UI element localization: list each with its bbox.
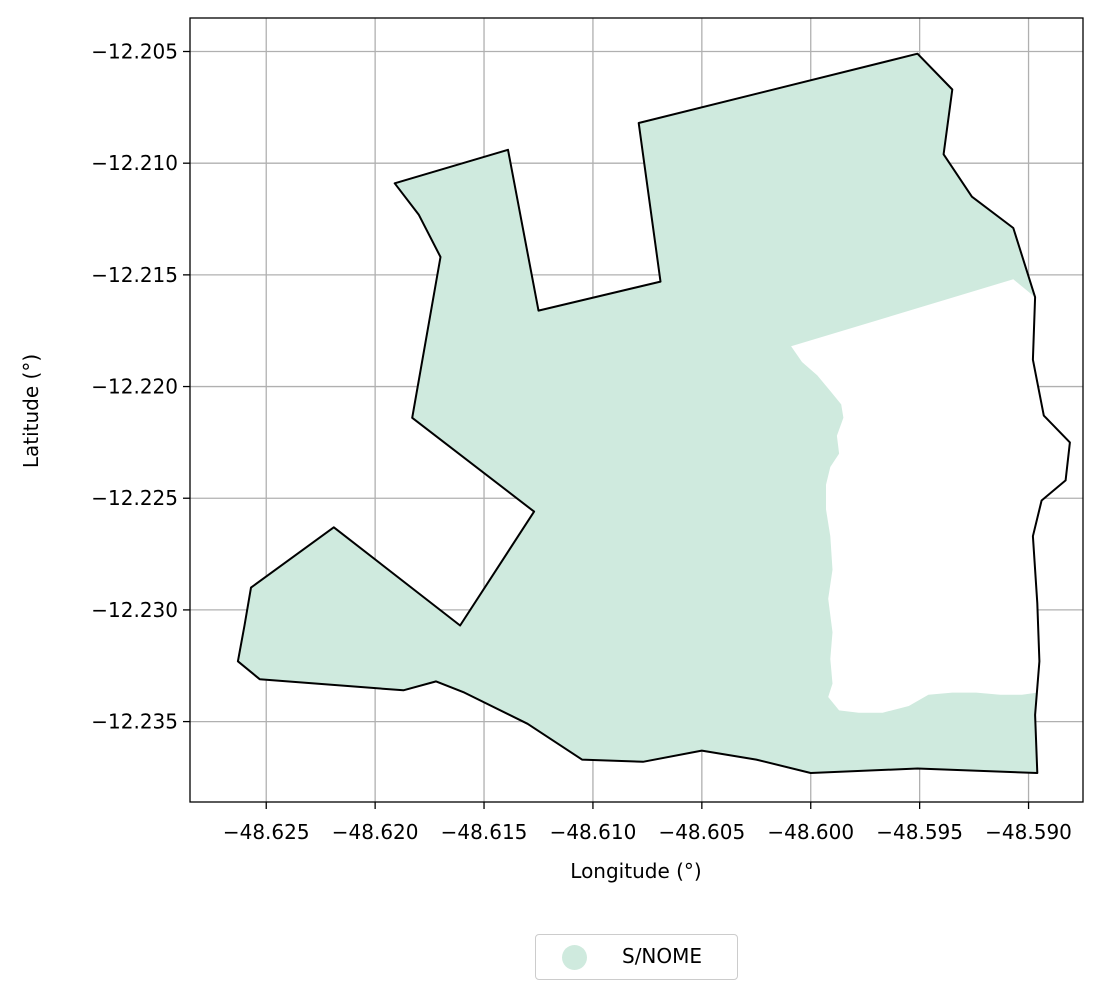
x-tick-label: −48.625 [223, 820, 310, 844]
plot-frame [189, 17, 1084, 803]
y-axis-label: Latitude (°) [19, 354, 43, 468]
legend: S/NOME [535, 934, 738, 980]
y-tick-label: −12.205 [91, 40, 178, 64]
region-layer [236, 52, 1071, 774]
region-boundary [236, 52, 1071, 774]
x-axis-ticks: −48.625 −48.620 −48.615 −48.610 −48.605 −48.6… [223, 802, 1072, 844]
x-tick-label: −48.605 [658, 820, 745, 844]
x-axis-label: Longitude (°) [570, 859, 701, 883]
x-tick-label: −48.595 [876, 820, 963, 844]
y-tick-label: −12.235 [91, 710, 178, 734]
y-tick-label: −12.215 [91, 263, 178, 287]
x-tick-label: −48.590 [985, 820, 1072, 844]
x-tick-label: −48.610 [550, 820, 637, 844]
unfilled-area [791, 279, 1070, 713]
y-axis-ticks: −12.205 −12.210 −12.215 −12.220 −12.225 −12.2… [91, 40, 190, 734]
y-tick-label: −12.230 [91, 598, 178, 622]
circle-marker-icon [562, 945, 587, 970]
y-tick-label: −12.225 [91, 486, 178, 510]
x-tick-label: −48.615 [441, 820, 528, 844]
x-tick-label: −48.600 [767, 820, 854, 844]
y-tick-label: −12.220 [91, 375, 178, 399]
legend-label: S/NOME [622, 944, 703, 968]
y-tick-label: −12.210 [91, 151, 178, 175]
x-tick-label: −48.620 [332, 820, 419, 844]
